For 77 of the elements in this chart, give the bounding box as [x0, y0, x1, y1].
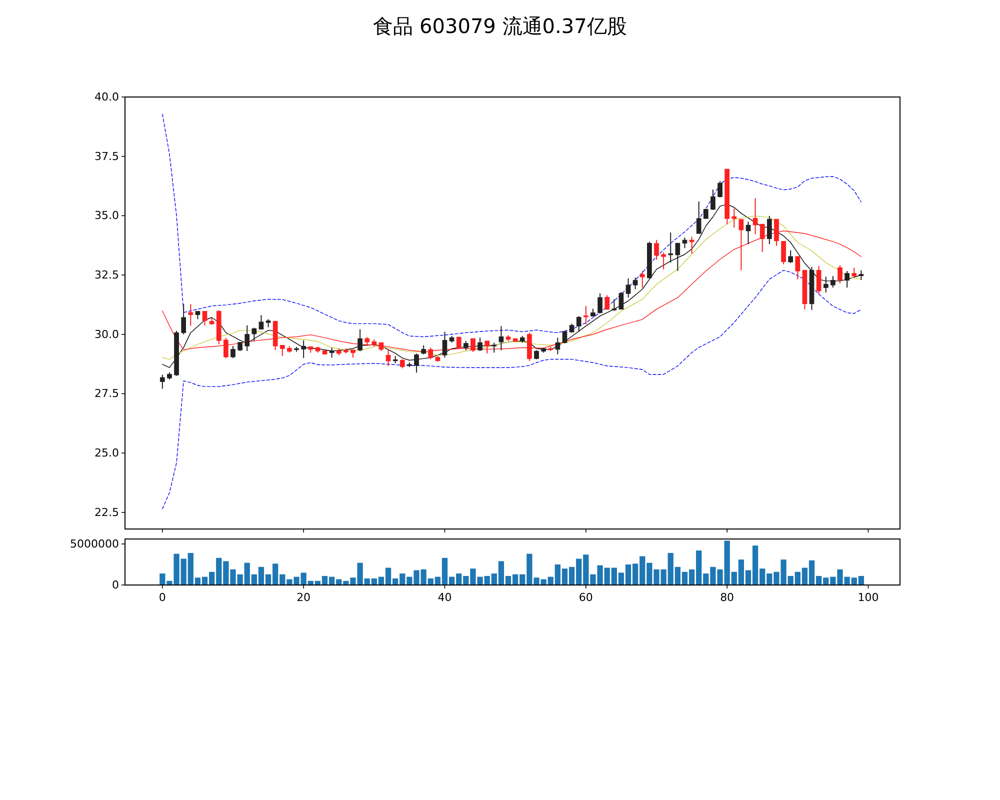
candlestick [604, 294, 610, 310]
x-tick-label: 0 [158, 591, 166, 604]
candlestick [202, 310, 208, 326]
x-tick-label: 100 [858, 591, 879, 604]
candlestick [844, 270, 850, 288]
candlestick [188, 304, 194, 326]
y-tick-label: 5000000 [70, 537, 119, 550]
candlestick [598, 292, 602, 314]
candlestick [492, 342, 497, 354]
y-tick-label: 35.0 [94, 209, 119, 222]
candlestick [230, 345, 236, 359]
x-tick-label: 20 [296, 591, 311, 604]
candlestick [181, 304, 186, 335]
candlestick [258, 314, 264, 330]
candlestick [329, 347, 334, 358]
candlestick [386, 348, 391, 366]
y-tick-label: 25.0 [94, 446, 119, 460]
candlestick [498, 326, 504, 351]
y-tick-label: 32.5 [94, 268, 119, 282]
candlestick [752, 198, 758, 235]
candlestick [781, 240, 786, 265]
x-tick-label: 40 [438, 591, 452, 604]
candlestick [696, 200, 702, 234]
y-tick-label: 22.5 [94, 506, 119, 519]
candlestick [710, 189, 716, 210]
candlestick [400, 358, 405, 369]
candlestick [301, 340, 306, 359]
candlestick [767, 215, 772, 245]
candlestick [364, 336, 370, 346]
chart-title: 食品 603079 流通0.37亿股 [373, 14, 627, 38]
candlestick [858, 270, 864, 281]
candlestick [358, 328, 362, 352]
candlestick [534, 350, 539, 360]
line-series [162, 270, 862, 510]
candlestick [675, 242, 680, 272]
candlestick [682, 237, 688, 249]
candlestick [421, 344, 426, 355]
candlestick [612, 298, 617, 312]
candlestick [562, 330, 568, 344]
candlestick [576, 316, 582, 332]
candlestick [838, 264, 842, 284]
candlestick [661, 252, 666, 270]
y-tick-label: 30.0 [94, 328, 119, 341]
candlestick [746, 221, 751, 245]
candlestick [718, 180, 722, 198]
candlestick [830, 275, 836, 288]
line-series [162, 114, 862, 338]
candlestick [632, 277, 638, 290]
candlestick [252, 327, 257, 342]
candlestick [442, 331, 448, 358]
y-tick-label: 37.5 [94, 150, 119, 163]
candlestick [626, 278, 631, 298]
candlestick [640, 270, 645, 288]
candlestick [456, 336, 462, 350]
candlestick [795, 256, 800, 280]
x-tick-label: 80 [720, 591, 734, 604]
candlestick [555, 337, 560, 355]
candlestick [244, 324, 250, 352]
candlestick [414, 353, 419, 374]
y-tick-label: 0 [112, 578, 119, 592]
x-tick-label: 60 [578, 591, 593, 604]
candlestick [788, 250, 794, 264]
candlestick [732, 208, 737, 228]
y-tick-label: 40.0 [94, 90, 119, 104]
candlestick [654, 239, 659, 260]
candlestick [618, 291, 624, 310]
candlestick [816, 266, 822, 295]
y-tick-label: 27.5 [94, 387, 119, 400]
candlestick [583, 305, 588, 325]
candlestick [852, 267, 857, 278]
candlestick [703, 208, 708, 219]
candlestick [160, 374, 165, 390]
candlestick [668, 232, 674, 264]
candlestick [478, 337, 482, 352]
candlestick [280, 344, 285, 356]
candlestick [823, 276, 828, 294]
candlestick [464, 340, 468, 351]
